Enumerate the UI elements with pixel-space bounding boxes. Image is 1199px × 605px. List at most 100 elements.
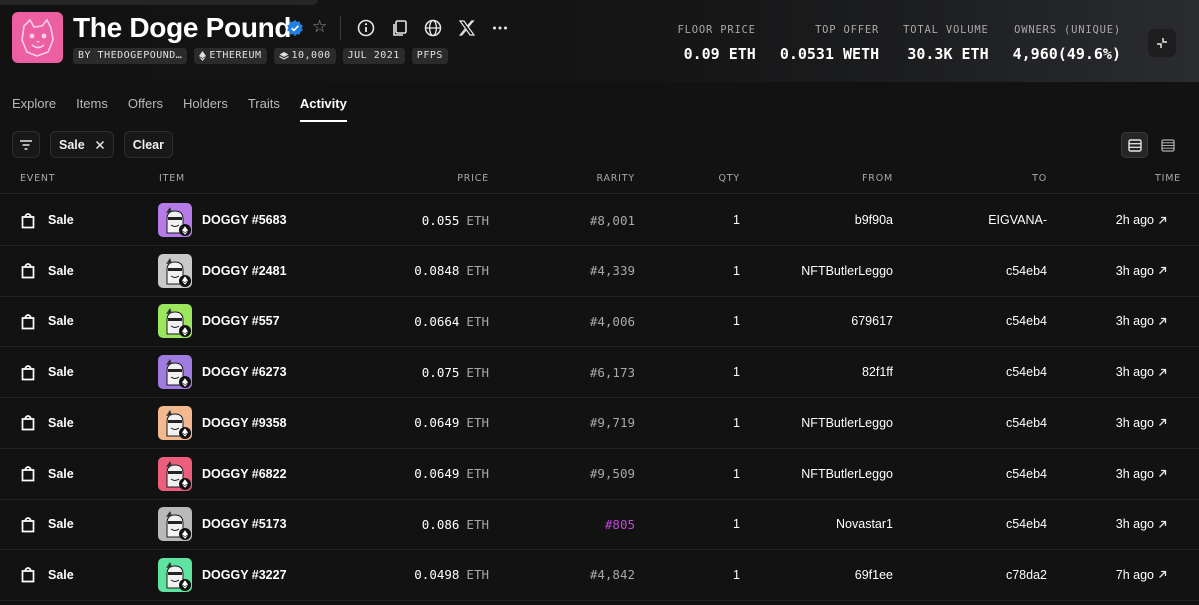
- filter-icon: [20, 139, 32, 150]
- table-row[interactable]: Sale DOGGY #5173 0.086 ETH #805 1 Novast: [0, 499, 1199, 551]
- item-name[interactable]: DOGGY #6822: [202, 466, 287, 481]
- to-address[interactable]: c78da2: [1005, 567, 1047, 582]
- time-link[interactable]: 3h ago: [1116, 449, 1167, 499]
- item-cell[interactable]: DOGGY #6273: [158, 347, 287, 397]
- time-label: 3h ago: [1115, 466, 1154, 481]
- from-address[interactable]: Novastar1: [836, 517, 893, 532]
- table-row[interactable]: Sale DOGGY #557 0.0664 ETH #4,006 1 6796: [0, 296, 1199, 348]
- table-row[interactable]: Sale DOGGY #3227 0.0498 ETH #4,842 1 69f: [0, 550, 1199, 601]
- compact-view-button[interactable]: [1154, 132, 1181, 158]
- info-icon[interactable]: [356, 18, 376, 38]
- column-rarity[interactable]: RARITY: [596, 173, 635, 184]
- tab-holders[interactable]: Holders: [183, 96, 228, 111]
- to-address[interactable]: c54eb4: [1005, 466, 1047, 481]
- shopping-bag-icon: [21, 567, 35, 583]
- to-address[interactable]: c54eb4: [1005, 415, 1047, 430]
- tab-explore[interactable]: Explore: [12, 96, 57, 111]
- category-badge-label: PFPS: [416, 50, 443, 61]
- item-thumbnail[interactable]: [158, 456, 192, 491]
- item-name[interactable]: DOGGY #5173: [202, 517, 287, 532]
- item-name[interactable]: DOGGY #2481: [202, 263, 287, 278]
- collection-logo[interactable]: [12, 12, 63, 63]
- time-link[interactable]: 3h ago: [1116, 246, 1167, 296]
- from-address[interactable]: NFTButlerLeggo: [801, 415, 893, 430]
- event-cell: Sale: [20, 246, 74, 296]
- item-cell[interactable]: DOGGY #3227: [158, 550, 287, 600]
- table-row[interactable]: Sale DOGGY #6822 0.0649 ETH #9,509 1 NFT: [0, 449, 1199, 500]
- comfortable-view-button[interactable]: [1121, 132, 1148, 158]
- time-label: 3h ago: [1115, 314, 1154, 329]
- tab-offers[interactable]: Offers: [127, 96, 164, 111]
- to-address[interactable]: c54eb4: [1005, 365, 1047, 380]
- item-thumbnail[interactable]: [158, 304, 192, 339]
- item-thumbnail[interactable]: [158, 355, 192, 390]
- item-cell[interactable]: DOGGY #2481: [158, 246, 287, 296]
- item-thumbnail[interactable]: [158, 405, 192, 440]
- filter-button[interactable]: [12, 131, 40, 158]
- tab-traits[interactable]: Traits: [247, 96, 280, 111]
- to-address[interactable]: EIGVANA-: [988, 213, 1047, 227]
- time-link[interactable]: 3h ago: [1116, 347, 1167, 397]
- item-name[interactable]: DOGGY #5683: [202, 213, 287, 227]
- from-address[interactable]: 82f1ff: [861, 365, 893, 380]
- price-cell: 0.0848 ETH: [414, 246, 489, 296]
- event-cell: Sale: [20, 550, 74, 600]
- collapse-icon: [1157, 38, 1167, 48]
- item-thumbnail[interactable]: [158, 557, 192, 592]
- tab-items[interactable]: Items: [76, 96, 108, 111]
- from-address[interactable]: 69f1ee: [854, 567, 893, 582]
- sale-filter-chip[interactable]: Sale: [50, 131, 114, 158]
- item-name[interactable]: DOGGY #9358: [202, 415, 287, 430]
- clear-filters-button[interactable]: Clear: [123, 131, 173, 158]
- table-row[interactable]: Sale DOGGY #5683 0.055 ETH #8,001 1 b9f9: [0, 195, 1199, 246]
- stat-owners: OWNERS (UNIQUE) 4,960(49.6%): [1013, 24, 1121, 63]
- item-thumbnail[interactable]: [158, 253, 192, 288]
- item-cell[interactable]: DOGGY #9358: [158, 398, 287, 448]
- item-cell[interactable]: DOGGY #5173: [158, 499, 287, 549]
- item-cell[interactable]: DOGGY #6822: [158, 449, 287, 499]
- to-address[interactable]: c54eb4: [1005, 517, 1047, 532]
- time-link[interactable]: 3h ago: [1116, 499, 1167, 549]
- item-name[interactable]: DOGGY #3227: [202, 567, 287, 582]
- more-icon[interactable]: [490, 18, 510, 38]
- copy-icon[interactable]: [390, 18, 410, 38]
- from-address[interactable]: 679617: [851, 314, 893, 329]
- column-qty: QTY: [718, 173, 740, 184]
- time-link[interactable]: 3h ago: [1116, 296, 1167, 346]
- item-thumbnail[interactable]: [158, 203, 192, 237]
- table-row[interactable]: Sale DOGGY #6273 0.075 ETH #6,173 1 82f1: [0, 347, 1199, 399]
- ethereum-chain-icon: [179, 578, 191, 591]
- item-cell[interactable]: DOGGY #5683: [158, 195, 287, 245]
- from-address[interactable]: b9f90a: [854, 213, 893, 227]
- time-link[interactable]: 7h ago: [1116, 550, 1167, 600]
- column-time[interactable]: TIME: [1154, 173, 1181, 184]
- item-name[interactable]: DOGGY #6273: [202, 365, 287, 380]
- rarity-rank: #805: [604, 516, 635, 532]
- column-price[interactable]: PRICE: [457, 173, 489, 184]
- quantity: 1: [733, 567, 740, 582]
- to-address[interactable]: c54eb4: [1005, 263, 1047, 278]
- from-address[interactable]: NFTButlerLeggo: [801, 466, 893, 481]
- tab-activity[interactable]: Activity: [299, 96, 347, 122]
- table-row[interactable]: Sale DOGGY #2481 0.0848 ETH #4,339 1 NFT: [0, 246, 1199, 297]
- stat-value: 0.09 ETH: [683, 45, 756, 63]
- item-cell[interactable]: DOGGY #557: [158, 296, 280, 346]
- time-label: 3h ago: [1115, 415, 1154, 430]
- creator-badge[interactable]: BY THEDOGEPOUND…: [73, 48, 188, 64]
- favorite-star-icon[interactable]: ☆: [312, 17, 328, 36]
- item-thumbnail[interactable]: [158, 507, 192, 542]
- close-icon[interactable]: [95, 140, 105, 150]
- x-icon[interactable]: [457, 18, 477, 38]
- collapse-header-button[interactable]: [1148, 29, 1176, 57]
- collection-tabs: Explore Items Offers Holders Traits Acti…: [12, 96, 367, 122]
- time-link[interactable]: 2h ago: [1116, 195, 1167, 245]
- globe-icon[interactable]: [423, 18, 443, 38]
- item-name[interactable]: DOGGY #557: [202, 314, 280, 329]
- category-badge[interactable]: PFPS: [411, 48, 448, 64]
- column-from: FROM: [862, 173, 893, 184]
- from-address[interactable]: NFTButlerLeggo: [801, 263, 893, 278]
- table-row[interactable]: Sale DOGGY #9358 0.0649 ETH #9,719 1 NFT: [0, 398, 1199, 449]
- to-address[interactable]: c54eb4: [1005, 314, 1047, 329]
- time-link[interactable]: 3h ago: [1116, 398, 1167, 448]
- list-view-icon: [1127, 138, 1142, 152]
